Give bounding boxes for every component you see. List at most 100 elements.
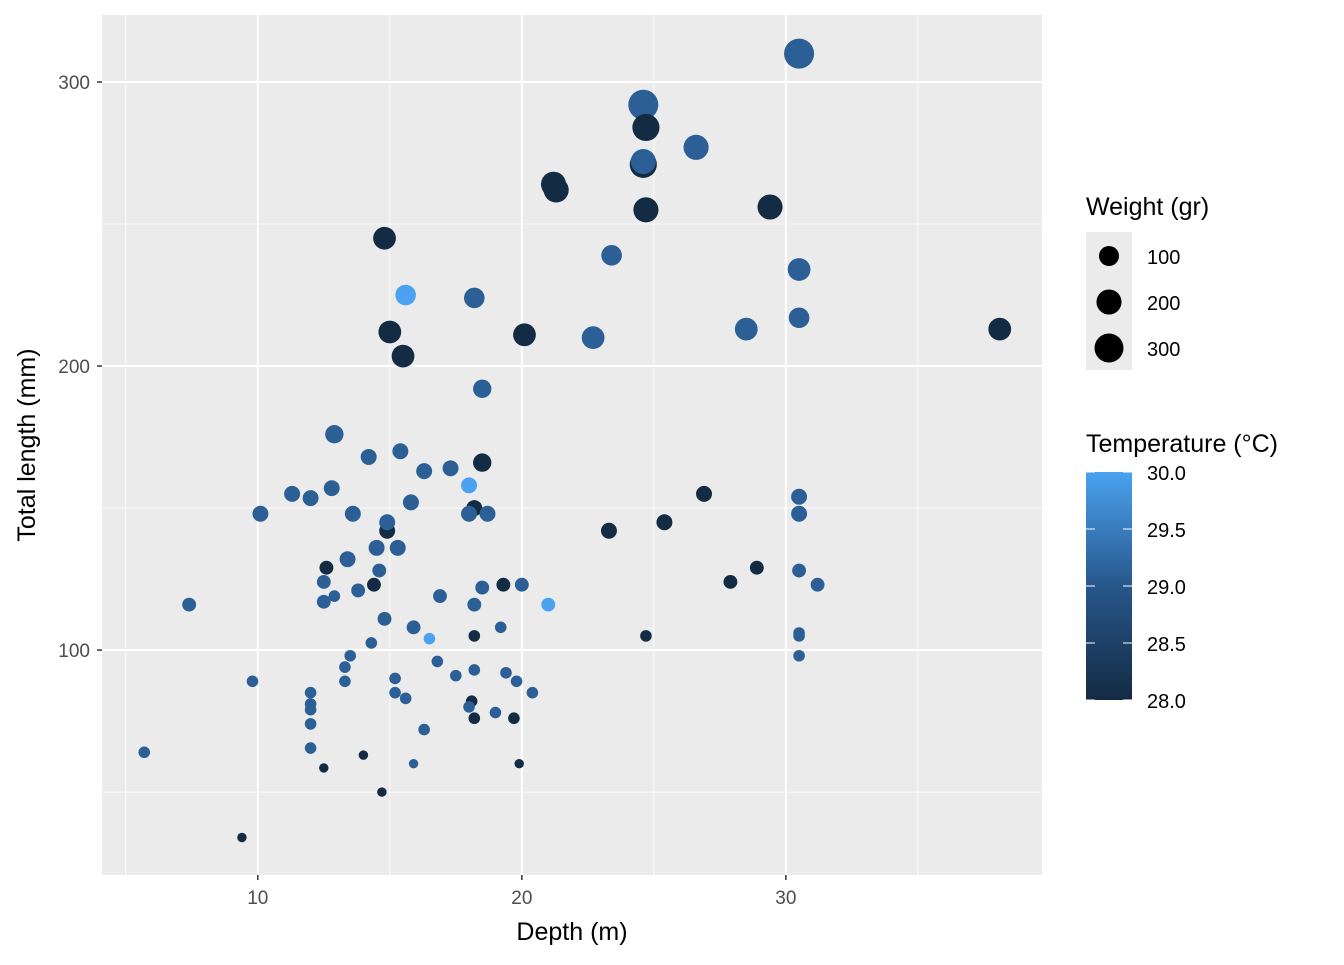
data-point (367, 577, 381, 592)
data-point (510, 675, 523, 688)
data-point (252, 505, 269, 522)
color-legend-label: 29.5 (1147, 520, 1186, 542)
data-point (787, 258, 811, 281)
data-point (389, 539, 406, 556)
data-point (810, 577, 825, 592)
data-point (246, 675, 259, 688)
x-axis-title: Depth (m) (516, 918, 627, 946)
data-point (513, 323, 536, 347)
data-point (344, 649, 356, 662)
size-legend-key (1094, 333, 1124, 363)
data-point (461, 477, 477, 494)
data-point (365, 637, 378, 649)
data-point (423, 632, 436, 645)
color-legend-label: 30.0 (1147, 463, 1186, 485)
data-point (323, 480, 340, 497)
plot-panel (102, 15, 1042, 875)
data-point (395, 284, 416, 306)
data-point (793, 649, 805, 662)
color-legend-title: Temperature (°C) (1086, 430, 1278, 458)
data-point (791, 488, 808, 505)
data-point (237, 832, 247, 843)
data-point (304, 718, 317, 730)
data-point (600, 522, 617, 539)
data-point (494, 621, 507, 634)
data-point (543, 177, 569, 203)
x-tick-label: 30 (775, 888, 796, 909)
data-point (988, 317, 1012, 341)
y-tick-label: 200 (58, 357, 90, 378)
data-point (377, 611, 392, 626)
data-point (632, 113, 660, 142)
data-point (479, 505, 496, 522)
data-point (368, 539, 385, 556)
data-point (683, 134, 709, 160)
data-point (418, 723, 430, 736)
data-point (461, 505, 477, 522)
size-legend-label: 200 (1147, 293, 1180, 315)
data-point (406, 620, 421, 635)
data-point (514, 577, 529, 592)
data-point (541, 597, 556, 612)
data-point (328, 590, 341, 602)
major-gridlines (102, 15, 1042, 875)
data-point (433, 589, 447, 604)
data-point (302, 490, 319, 507)
data-point (784, 38, 815, 69)
color-legend-label: 28.0 (1147, 691, 1186, 713)
data-point (475, 580, 490, 595)
data-point (791, 505, 808, 522)
data-point (339, 661, 351, 673)
data-point (473, 379, 492, 398)
data-point (391, 344, 415, 368)
data-point (500, 666, 512, 679)
data-point (628, 89, 659, 120)
x-axis-ticks: 10 20 30 (247, 875, 796, 909)
data-point (408, 758, 419, 769)
data-point (138, 746, 151, 759)
data-point (379, 514, 396, 531)
data-point (392, 443, 409, 460)
data-point (316, 594, 331, 609)
data-point (402, 494, 419, 511)
data-point (325, 425, 344, 444)
data-point (526, 686, 539, 699)
data-point (304, 703, 317, 716)
data-point (304, 742, 317, 754)
data-point (514, 758, 524, 769)
size-legend-key (1099, 246, 1119, 266)
x-tick-label: 20 (511, 888, 532, 909)
data-point (601, 244, 622, 266)
data-point (360, 448, 377, 465)
data-point (339, 551, 356, 568)
data-point (656, 514, 673, 531)
data-point (399, 692, 412, 705)
data-point (378, 320, 402, 344)
data-point (749, 560, 764, 575)
data-point (640, 630, 652, 642)
data-point (182, 597, 197, 612)
data-point (442, 460, 459, 477)
data-point (319, 560, 334, 575)
data-point (389, 672, 401, 685)
y-tick-label: 100 (58, 641, 90, 662)
data-point (468, 630, 481, 642)
data-point (489, 706, 502, 719)
data-point (630, 149, 656, 175)
data-points (138, 38, 1012, 843)
x-tick-label: 10 (247, 888, 268, 909)
size-legend-label: 300 (1147, 339, 1180, 361)
data-point (473, 453, 492, 472)
data-point (351, 583, 366, 598)
size-legend-label: 100 (1147, 247, 1180, 269)
data-point (734, 317, 758, 341)
data-point (284, 485, 301, 502)
data-point (723, 574, 738, 589)
y-tick-label: 300 (58, 73, 90, 94)
color-legend-ticks: 30.0 29.5 29.0 28.5 28.0 (1086, 463, 1186, 713)
data-point (450, 669, 462, 682)
data-point (344, 505, 361, 522)
data-point (468, 664, 481, 676)
data-point (467, 597, 482, 612)
data-point (389, 686, 401, 699)
